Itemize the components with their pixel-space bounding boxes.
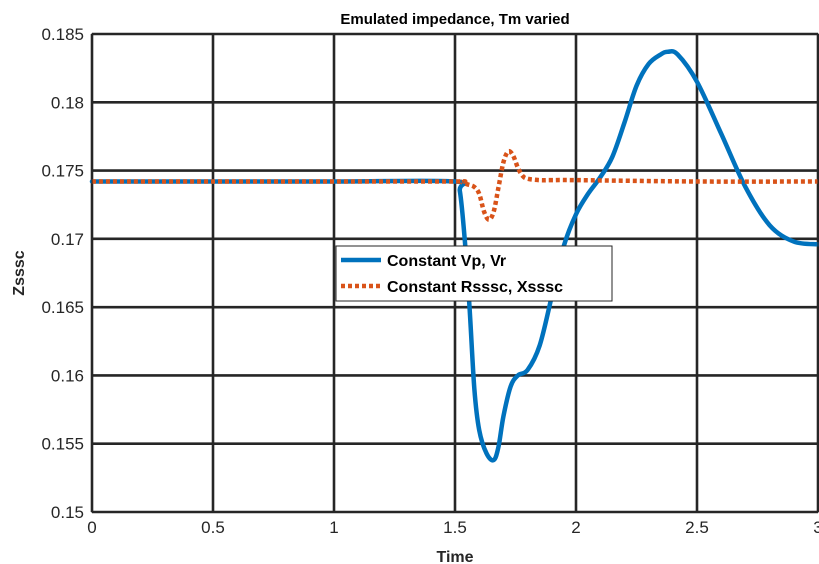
y-tick-label: 0.18	[51, 93, 84, 112]
x-tick-label: 1	[329, 518, 338, 537]
y-tick-label: 0.185	[41, 25, 84, 44]
y-tick-label: 0.16	[51, 366, 84, 385]
x-tick-label: 2	[571, 518, 580, 537]
y-tick-label: 0.165	[41, 298, 84, 317]
x-tick-label: 0	[87, 518, 96, 537]
y-tick-label: 0.15	[51, 503, 84, 522]
plot-frame	[91, 33, 819, 513]
tick-labels: 0 0.5 1 1.5 2 2.5 3 0.15 0.155 0.16 0.165 0.17 0.175…	[41, 25, 819, 537]
legend-label-series-1: Constant Vp, Vr	[387, 253, 506, 270]
legend: Constant Vp, Vr Constant Rsssc, Xsssc	[335, 245, 613, 302]
x-axis-label: Time	[436, 549, 473, 564]
y-tick-label: 0.175	[41, 162, 84, 181]
series-line-2	[91, 148, 819, 222]
x-tick-label: 2.5	[685, 518, 709, 537]
legend-label-series-2: Constant Rsssc, Xsssc	[387, 279, 563, 296]
series-line-1	[89, 48, 819, 463]
chart-title: Emulated impedance, Tm varied	[340, 11, 569, 28]
series-layer	[89, 48, 819, 463]
x-tick-label: 3	[813, 518, 819, 537]
y-tick-label: 0.155	[41, 435, 84, 454]
y-tick-label: 0.17	[51, 230, 84, 249]
legend-box	[335, 245, 613, 302]
x-tick-label: 0.5	[201, 518, 225, 537]
x-tick-label: 1.5	[443, 518, 467, 537]
y-axis-label: Zsssc	[11, 250, 28, 295]
